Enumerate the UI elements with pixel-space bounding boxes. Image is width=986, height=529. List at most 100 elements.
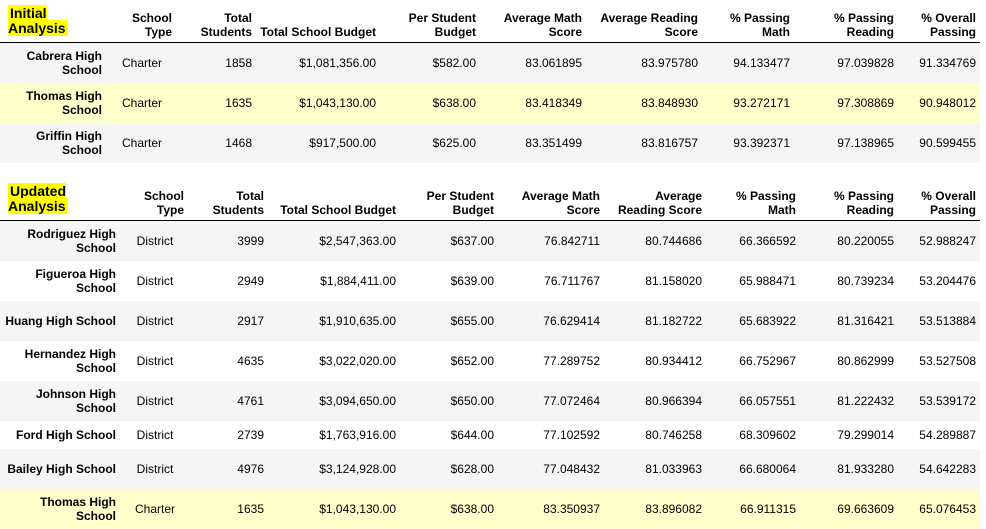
total-students-cell: 2739 bbox=[188, 421, 268, 449]
initial-analysis-title: Initial Analysis bbox=[8, 5, 68, 36]
pass-math-cell: 66.752967 bbox=[706, 341, 800, 381]
total-budget-cell: $2,547,363.00 bbox=[268, 221, 400, 262]
total-budget-cell: $1,043,130.00 bbox=[256, 83, 380, 123]
pass-reading-cell: 97.039828 bbox=[794, 43, 898, 84]
school-name-cell: Figueroa High School bbox=[0, 261, 122, 301]
updated-header-row: Updated Analysis School Type Total Stude… bbox=[0, 178, 980, 221]
column-header-total-budget: Total School Budget bbox=[256, 0, 380, 43]
school-type-cell: Charter bbox=[108, 43, 176, 84]
total-students-cell: 1635 bbox=[176, 83, 256, 123]
overall-passing-cell: 54.642283 bbox=[898, 449, 980, 489]
per-student-budget-cell: $628.00 bbox=[400, 449, 498, 489]
initial-title-cell: Initial Analysis bbox=[0, 0, 108, 43]
avg-reading-cell: 81.033963 bbox=[604, 449, 706, 489]
pass-math-cell: 66.366592 bbox=[706, 221, 800, 262]
column-header-total-students: Total Students bbox=[188, 178, 268, 221]
avg-math-cell: 76.629414 bbox=[498, 301, 604, 341]
column-header-pass-reading: % Passing Reading bbox=[794, 0, 898, 43]
school-type-cell: District bbox=[122, 301, 188, 341]
avg-reading-cell: 80.966394 bbox=[604, 381, 706, 421]
avg-math-cell: 76.842711 bbox=[498, 221, 604, 262]
school-name-cell: Thomas High School bbox=[0, 83, 108, 123]
pass-math-cell: 65.988471 bbox=[706, 261, 800, 301]
avg-math-cell: 83.351499 bbox=[480, 123, 586, 163]
avg-math-cell: 83.350937 bbox=[498, 489, 604, 529]
per-student-budget-cell: $644.00 bbox=[400, 421, 498, 449]
avg-reading-cell: 83.816757 bbox=[586, 123, 702, 163]
updated-analysis-table: Updated Analysis School Type Total Stude… bbox=[0, 178, 980, 529]
school-name-cell: Bailey High School bbox=[0, 449, 122, 489]
pass-math-cell: 66.680064 bbox=[706, 449, 800, 489]
avg-math-cell: 77.048432 bbox=[498, 449, 604, 489]
pass-math-cell: 93.272171 bbox=[702, 83, 794, 123]
total-students-cell: 1635 bbox=[188, 489, 268, 529]
pass-reading-cell: 80.220055 bbox=[800, 221, 898, 262]
total-budget-cell: $1,043,130.00 bbox=[268, 489, 400, 529]
total-budget-cell: $3,022,020.00 bbox=[268, 341, 400, 381]
total-students-cell: 3999 bbox=[188, 221, 268, 262]
overall-passing-cell: 53.513884 bbox=[898, 301, 980, 341]
updated-analysis-title: Updated Analysis bbox=[8, 183, 68, 214]
avg-math-cell: 77.072464 bbox=[498, 381, 604, 421]
pass-reading-cell: 80.862999 bbox=[800, 341, 898, 381]
avg-math-cell: 77.102592 bbox=[498, 421, 604, 449]
school-name-cell: Hernandez High School bbox=[0, 341, 122, 381]
total-students-cell: 1858 bbox=[176, 43, 256, 84]
overall-passing-cell: 53.204476 bbox=[898, 261, 980, 301]
per-student-budget-cell: $639.00 bbox=[400, 261, 498, 301]
column-header-avg-math: Average Math Score bbox=[498, 178, 604, 221]
column-header-pass-reading: % Passing Reading bbox=[800, 178, 898, 221]
pass-math-cell: 94.133477 bbox=[702, 43, 794, 84]
total-budget-cell: $3,094,650.00 bbox=[268, 381, 400, 421]
column-header-pass-math: % Passing Math bbox=[702, 0, 794, 43]
avg-math-cell: 76.711767 bbox=[498, 261, 604, 301]
per-student-budget-cell: $655.00 bbox=[400, 301, 498, 341]
pass-reading-cell: 97.308869 bbox=[794, 83, 898, 123]
total-budget-cell: $3,124,928.00 bbox=[268, 449, 400, 489]
school-name-cell: Johnson High School bbox=[0, 381, 122, 421]
school-name-cell: Rodriguez High School bbox=[0, 221, 122, 262]
per-student-budget-cell: $638.00 bbox=[400, 489, 498, 529]
school-name-cell: Griffin High School bbox=[0, 123, 108, 163]
pass-math-cell: 65.683922 bbox=[706, 301, 800, 341]
overall-passing-cell: 54.289887 bbox=[898, 421, 980, 449]
school-type-cell: District bbox=[122, 381, 188, 421]
avg-reading-cell: 83.975780 bbox=[586, 43, 702, 84]
overall-passing-cell: 90.599455 bbox=[898, 123, 980, 163]
column-header-avg-reading: Average Reading Score bbox=[604, 178, 706, 221]
pass-reading-cell: 81.316421 bbox=[800, 301, 898, 341]
overall-passing-cell: 91.334769 bbox=[898, 43, 980, 84]
column-header-overall-passing: % Overall Passing bbox=[898, 178, 980, 221]
column-header-school-type: School Type bbox=[108, 0, 176, 43]
avg-reading-cell: 80.746258 bbox=[604, 421, 706, 449]
school-type-cell: Charter bbox=[122, 489, 188, 529]
school-name-cell: Huang High School bbox=[0, 301, 122, 341]
pass-reading-cell: 79.299014 bbox=[800, 421, 898, 449]
pass-math-cell: 66.057551 bbox=[706, 381, 800, 421]
per-student-budget-cell: $652.00 bbox=[400, 341, 498, 381]
pass-reading-cell: 81.933280 bbox=[800, 449, 898, 489]
school-name-cell: Ford High School bbox=[0, 421, 122, 449]
avg-math-cell: 77.289752 bbox=[498, 341, 604, 381]
avg-reading-cell: 81.182722 bbox=[604, 301, 706, 341]
pass-math-cell: 93.392371 bbox=[702, 123, 794, 163]
column-header-overall-passing: % Overall Passing bbox=[898, 0, 980, 43]
total-budget-cell: $1,884,411.00 bbox=[268, 261, 400, 301]
total-budget-cell: $917,500.00 bbox=[256, 123, 380, 163]
school-name-cell: Cabrera High School bbox=[0, 43, 108, 84]
avg-reading-cell: 80.744686 bbox=[604, 221, 706, 262]
avg-reading-cell: 83.848930 bbox=[586, 83, 702, 123]
avg-math-cell: 83.061895 bbox=[480, 43, 586, 84]
overall-passing-cell: 90.948012 bbox=[898, 83, 980, 123]
total-students-cell: 2949 bbox=[188, 261, 268, 301]
column-header-pass-math: % Passing Math bbox=[706, 178, 800, 221]
